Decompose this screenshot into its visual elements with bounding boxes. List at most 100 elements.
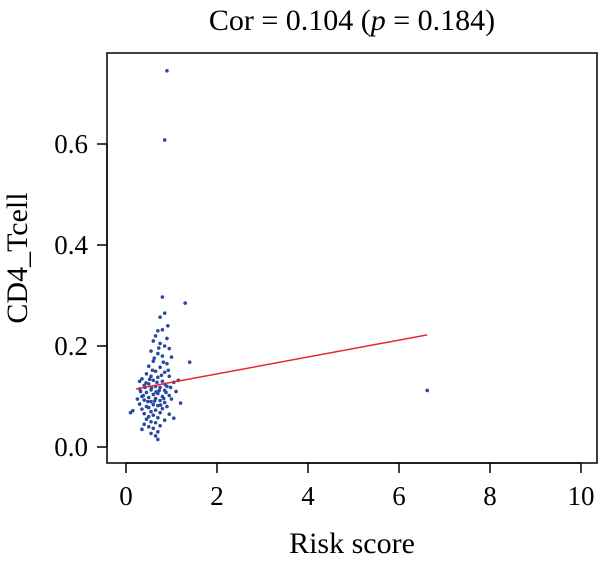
y-axis-label: CD4_Tcell — [1, 192, 34, 323]
scatter-point — [160, 328, 165, 332]
scatter-point — [151, 392, 156, 397]
scatter-point — [149, 409, 153, 414]
scatter-point — [142, 398, 146, 402]
scatter-point — [165, 404, 169, 409]
scatter-point — [162, 311, 167, 315]
scatter-point — [166, 368, 171, 373]
scatter-point — [149, 386, 154, 390]
scatter-point — [156, 403, 160, 408]
scatter-point — [171, 416, 176, 421]
scatter-point — [146, 382, 151, 386]
scatter-point — [167, 393, 172, 398]
scatter-point — [158, 365, 162, 370]
scatter-point — [153, 420, 158, 425]
scatter-point — [153, 408, 158, 412]
scatter-point — [144, 417, 149, 422]
scatter-point — [156, 430, 160, 434]
x-tick-label: 2 — [210, 481, 224, 511]
scatter-point — [153, 434, 158, 438]
scatter-point — [150, 368, 155, 373]
scatter-point — [183, 301, 187, 305]
scatter-point — [151, 378, 156, 383]
x-tick-label: 10 — [568, 481, 595, 511]
title-p-symbol: p — [369, 4, 386, 37]
title-prefix: Cor = 0.104 ( — [209, 4, 371, 37]
scatter-point — [162, 418, 167, 423]
scatter-point — [151, 359, 156, 363]
regression-line — [135, 334, 428, 390]
scatter-point — [156, 351, 160, 356]
scatter-point — [153, 334, 158, 338]
y-tick-label: 0.4 — [54, 230, 88, 260]
scatter-point — [149, 349, 153, 353]
x-tick-label: 8 — [483, 481, 497, 511]
x-tick-label: 4 — [301, 481, 315, 511]
scatter-point — [162, 344, 167, 348]
scatter-point — [146, 395, 151, 400]
scatter-point — [146, 399, 150, 404]
scatter-point — [156, 329, 160, 333]
scatter-point — [156, 346, 161, 350]
scatter-point — [169, 355, 174, 359]
y-tick-label: 0.6 — [54, 129, 88, 159]
scatter-point — [160, 406, 165, 411]
scatter-point — [165, 68, 169, 73]
scatter-point — [146, 364, 151, 369]
scatter-point — [156, 415, 160, 420]
scatter-point — [425, 388, 430, 393]
scatter-point — [165, 361, 169, 366]
scatter-point — [158, 341, 162, 346]
scatter-point — [151, 426, 156, 431]
scatter-point — [149, 374, 153, 379]
scatter-point — [161, 360, 166, 364]
fit-layer — [135, 334, 428, 390]
scatter-point — [161, 396, 166, 401]
scatter-point — [144, 390, 149, 395]
scatter-point — [152, 399, 157, 403]
y-tick-label: 0.2 — [54, 331, 88, 361]
scatter-point — [162, 138, 167, 142]
scatter-point — [162, 370, 167, 375]
scatter-point — [146, 425, 151, 429]
scatter-point — [146, 405, 151, 410]
scatter-point — [164, 390, 168, 395]
scatter-point — [135, 397, 140, 401]
scatter-point — [158, 315, 162, 320]
scatter-point — [137, 379, 142, 384]
scatter-point — [169, 397, 174, 401]
scatter-point — [167, 346, 172, 351]
scatter-point — [141, 393, 146, 398]
scatter-point — [151, 402, 156, 407]
scatter-point — [158, 410, 162, 415]
points-layer — [128, 68, 430, 442]
scatter-point — [147, 377, 152, 382]
scatter-point — [149, 399, 153, 404]
chart-title: Cor = 0.104 (p = 0.184) — [209, 4, 495, 37]
scatter-point — [174, 389, 178, 394]
x-axis: 0 2 4 6 8 10 — [119, 462, 595, 511]
scatter-point — [158, 398, 162, 403]
scatter-point — [137, 402, 142, 406]
scatter-point — [157, 388, 162, 393]
scatter-point — [140, 407, 144, 411]
scatter-point — [146, 414, 151, 419]
scatter-point — [128, 410, 133, 415]
x-tick-label: 6 — [392, 481, 406, 511]
scatter-point — [140, 377, 144, 381]
scatter-point — [158, 423, 162, 428]
scatter-point — [142, 411, 146, 416]
scatter-point — [153, 369, 158, 374]
scatter-point — [160, 379, 165, 384]
scatter-point — [160, 354, 165, 358]
scatter-point — [149, 431, 153, 436]
scatter-point — [156, 375, 160, 380]
scatter-point — [178, 401, 183, 405]
scatter-point — [159, 373, 164, 378]
scatter-point — [166, 324, 170, 328]
scatter-point — [138, 389, 143, 394]
scatter-point — [158, 385, 162, 390]
scatter-point — [160, 295, 165, 299]
scatter-point — [140, 427, 144, 432]
